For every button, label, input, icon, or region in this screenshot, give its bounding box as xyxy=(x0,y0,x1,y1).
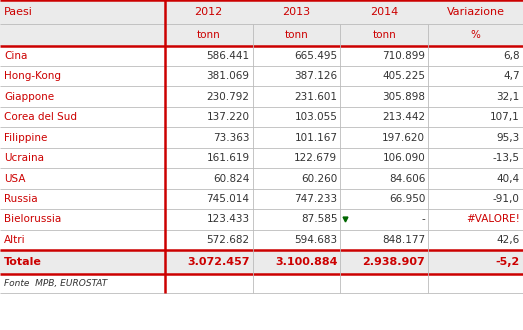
Text: %: % xyxy=(471,30,481,40)
Text: 103.055: 103.055 xyxy=(294,112,337,122)
Text: Filippine: Filippine xyxy=(4,133,48,143)
Text: #VALORE!: #VALORE! xyxy=(466,214,520,224)
Text: 137.220: 137.220 xyxy=(207,112,249,122)
Text: -5,2: -5,2 xyxy=(496,257,520,267)
Text: 95,3: 95,3 xyxy=(497,133,520,143)
Text: Hong-Kong: Hong-Kong xyxy=(4,71,61,81)
Text: Paesi: Paesi xyxy=(4,7,33,17)
Text: 213.442: 213.442 xyxy=(382,112,425,122)
Text: tonn: tonn xyxy=(197,30,221,40)
Text: Altri: Altri xyxy=(4,235,26,245)
Bar xyxy=(0,168,523,189)
Text: 2012: 2012 xyxy=(195,7,223,17)
Text: 3.072.457: 3.072.457 xyxy=(187,257,249,267)
Bar xyxy=(0,24,523,46)
Text: 106.090: 106.090 xyxy=(382,153,425,163)
Text: Russia: Russia xyxy=(4,194,38,204)
Text: -13,5: -13,5 xyxy=(493,153,520,163)
Text: Ucraina: Ucraina xyxy=(4,153,44,163)
Text: 161.619: 161.619 xyxy=(207,153,249,163)
Text: 2013: 2013 xyxy=(282,7,311,17)
Text: 84.606: 84.606 xyxy=(389,174,425,183)
Text: 2014: 2014 xyxy=(370,7,399,17)
Text: 101.167: 101.167 xyxy=(294,133,337,143)
Bar xyxy=(0,189,523,209)
Text: 381.069: 381.069 xyxy=(207,71,249,81)
Bar xyxy=(0,209,523,230)
Text: tonn: tonn xyxy=(372,30,396,40)
Bar xyxy=(0,107,523,127)
Text: 66.950: 66.950 xyxy=(389,194,425,204)
Bar xyxy=(0,230,523,250)
Text: 231.601: 231.601 xyxy=(294,92,337,102)
Text: 305.898: 305.898 xyxy=(382,92,425,102)
Text: -91,0: -91,0 xyxy=(493,194,520,204)
Text: -: - xyxy=(422,214,425,224)
Text: Bielorussia: Bielorussia xyxy=(4,214,61,224)
Bar xyxy=(0,66,523,86)
Text: Cina: Cina xyxy=(4,51,28,61)
Text: 60.260: 60.260 xyxy=(301,174,337,183)
Text: 745.014: 745.014 xyxy=(207,194,249,204)
Text: Corea del Sud: Corea del Sud xyxy=(4,112,77,122)
Text: 747.233: 747.233 xyxy=(294,194,337,204)
Text: 710.899: 710.899 xyxy=(382,51,425,61)
Text: 197.620: 197.620 xyxy=(382,133,425,143)
Text: 122.679: 122.679 xyxy=(294,153,337,163)
Text: 32,1: 32,1 xyxy=(497,92,520,102)
Text: 107,1: 107,1 xyxy=(490,112,520,122)
Text: 586.441: 586.441 xyxy=(207,51,249,61)
Bar xyxy=(0,46,523,66)
Text: 572.682: 572.682 xyxy=(207,235,249,245)
Text: Variazione: Variazione xyxy=(447,7,505,17)
Bar xyxy=(0,148,523,168)
Bar xyxy=(0,127,523,148)
Text: 40,4: 40,4 xyxy=(497,174,520,183)
Text: 848.177: 848.177 xyxy=(382,235,425,245)
Bar xyxy=(0,86,523,107)
Text: 405.225: 405.225 xyxy=(382,71,425,81)
Text: Fonte  MPB, EUROSTAT: Fonte MPB, EUROSTAT xyxy=(4,279,107,288)
Bar xyxy=(0,0,523,24)
Text: tonn: tonn xyxy=(285,30,309,40)
Bar xyxy=(0,274,523,293)
Text: 594.683: 594.683 xyxy=(294,235,337,245)
Text: 87.585: 87.585 xyxy=(301,214,337,224)
Text: 42,6: 42,6 xyxy=(497,235,520,245)
Text: 123.433: 123.433 xyxy=(207,214,249,224)
Text: 6,8: 6,8 xyxy=(503,51,520,61)
Text: 73.363: 73.363 xyxy=(213,133,249,143)
Text: 387.126: 387.126 xyxy=(294,71,337,81)
Text: Giappone: Giappone xyxy=(4,92,54,102)
Text: 4,7: 4,7 xyxy=(503,71,520,81)
Text: 3.100.884: 3.100.884 xyxy=(275,257,337,267)
Text: USA: USA xyxy=(4,174,26,183)
Text: Totale: Totale xyxy=(4,257,42,267)
Text: 230.792: 230.792 xyxy=(207,92,249,102)
Text: 60.824: 60.824 xyxy=(213,174,249,183)
Bar xyxy=(0,250,523,274)
Text: 665.495: 665.495 xyxy=(294,51,337,61)
Text: 2.938.907: 2.938.907 xyxy=(362,257,425,267)
